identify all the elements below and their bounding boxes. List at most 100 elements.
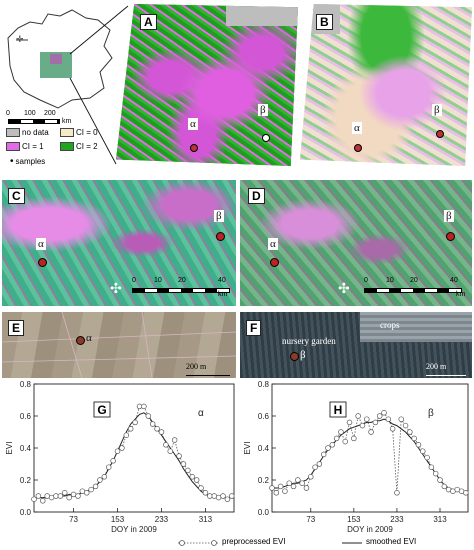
data-point-preprocessed bbox=[92, 483, 99, 490]
panel-label-c: C bbox=[8, 188, 25, 204]
scale-bar-d: 0 10 20 40 km bbox=[364, 277, 466, 298]
y-tick-label: 0.6 bbox=[20, 412, 32, 421]
x-axis-label: DOY in 2009 bbox=[347, 525, 393, 534]
data-point-preprocessed bbox=[316, 461, 323, 467]
panel-label-h: H bbox=[334, 403, 343, 417]
sample-point-alpha-c bbox=[38, 258, 47, 267]
y-tick-label: 0.0 bbox=[20, 508, 32, 517]
data-point-preprocessed bbox=[312, 464, 318, 470]
alpha-label-b: α bbox=[352, 122, 362, 134]
field-boundaries bbox=[2, 312, 236, 378]
data-point-preprocessed bbox=[333, 435, 340, 442]
panel-label-e: E bbox=[8, 320, 25, 336]
data-point-preprocessed bbox=[132, 419, 138, 426]
data-point-preprocessed bbox=[282, 488, 288, 494]
crops-label: crops bbox=[380, 320, 400, 330]
data-point-preprocessed bbox=[415, 442, 422, 448]
data-point-preprocessed bbox=[463, 490, 469, 496]
data-point-preprocessed bbox=[295, 477, 301, 483]
data-point-preprocessed bbox=[57, 493, 64, 499]
data-point-preprocessed bbox=[167, 448, 174, 454]
panel-label-box bbox=[93, 401, 111, 418]
plot-frame bbox=[271, 383, 469, 513]
data-point-preprocessed bbox=[202, 490, 209, 496]
data-point-preprocessed bbox=[105, 464, 112, 470]
sample-point-beta-d bbox=[446, 232, 455, 241]
data-point-preprocessed bbox=[329, 442, 336, 448]
y-tick-label: 0.0 bbox=[258, 508, 270, 517]
data-point-preprocessed bbox=[189, 474, 195, 480]
alpha-label-c: α bbox=[36, 238, 46, 250]
data-point-preprocessed bbox=[325, 445, 331, 451]
chart-g: 0.0 0.2 0.4 0.6 0.8 73 153 233 313 DOY in 2009 EVI… bbox=[5, 380, 235, 534]
data-point-preprocessed bbox=[114, 448, 121, 454]
data-point-preprocessed bbox=[145, 413, 152, 419]
x-tick-label: 153 bbox=[111, 515, 125, 524]
data-point-preprocessed bbox=[193, 477, 200, 483]
y-tick-label: 0.4 bbox=[20, 444, 32, 453]
data-point-preprocessed bbox=[381, 410, 387, 416]
y-tick-label: 0.2 bbox=[258, 476, 270, 485]
legend-smoothed-label: smoothed EVI bbox=[366, 537, 417, 546]
zoom-connector-lines bbox=[69, 5, 129, 165]
scale-bar-e: 200 m bbox=[186, 356, 234, 376]
data-point-preprocessed bbox=[290, 483, 297, 490]
panel-label-b: B bbox=[316, 14, 333, 30]
data-point-preprocessed bbox=[368, 429, 374, 435]
nursery-label: nursery garden bbox=[282, 336, 336, 346]
data-point-preprocessed bbox=[338, 429, 344, 435]
beta-label-c: β bbox=[214, 210, 224, 222]
evi-charts: 0.0 0.2 0.4 0.6 0.8 73 153 233 313 DOY in 2009 EVI… bbox=[5, 380, 469, 534]
panel-label-f: F bbox=[246, 320, 262, 336]
data-point-preprocessed bbox=[224, 496, 231, 502]
data-point-preprocessed bbox=[394, 490, 400, 496]
panel-label-a: A bbox=[140, 14, 157, 30]
sample-point-beta-b bbox=[436, 130, 444, 138]
data-point-preprocessed bbox=[308, 474, 314, 480]
data-point-preprocessed bbox=[269, 485, 275, 491]
y-axis-label: EVI bbox=[5, 442, 14, 455]
x-tick-label: 153 bbox=[347, 515, 361, 524]
data-point-preprocessed bbox=[428, 464, 435, 470]
data-point-preprocessed bbox=[437, 477, 443, 483]
beta-label-f: β bbox=[300, 349, 306, 361]
data-point-preprocessed bbox=[83, 490, 90, 496]
data-point-preprocessed bbox=[31, 496, 37, 502]
x-tick-label: 233 bbox=[155, 515, 169, 524]
legend-ci-2: CI = 2 bbox=[60, 142, 98, 151]
sample-point-alpha-e bbox=[76, 336, 85, 345]
compass-icon: ✣ bbox=[110, 280, 122, 296]
data-point-preprocessed bbox=[123, 432, 130, 438]
data-point-preprocessed bbox=[402, 422, 409, 429]
data-point-preprocessed bbox=[286, 480, 292, 486]
north-arrow-icon: ✛ bbox=[16, 34, 24, 44]
compass-icon-d: ✣ bbox=[338, 280, 350, 296]
data-point-preprocessed bbox=[127, 426, 134, 432]
panel-label-g: G bbox=[97, 403, 106, 417]
data-point-preprocessed bbox=[229, 493, 235, 499]
sample-point-beta-f bbox=[290, 352, 299, 361]
data-point-preprocessed bbox=[398, 416, 404, 422]
data-point-preprocessed bbox=[351, 435, 357, 442]
panel-label-d: D bbox=[248, 188, 265, 204]
x-axis-label: DOY in 2009 bbox=[111, 525, 157, 534]
legend-samples: • samples bbox=[10, 156, 46, 167]
beta-label-b: β bbox=[432, 104, 442, 116]
data-point-preprocessed bbox=[154, 426, 160, 432]
chart-legend: preprocessed EVI smoothed EVI bbox=[176, 537, 466, 549]
sample-point-alpha-d bbox=[270, 258, 279, 267]
data-point-preprocessed bbox=[372, 419, 379, 426]
data-point-preprocessed bbox=[355, 413, 361, 419]
panel-f-aerial: F crops nursery garden β 200 m bbox=[240, 312, 472, 378]
data-point-preprocessed bbox=[359, 422, 366, 429]
x-tick-label: 233 bbox=[390, 515, 404, 524]
y-tick-label: 0.8 bbox=[20, 380, 32, 389]
data-point-preprocessed bbox=[299, 480, 305, 486]
y-tick-label: 0.4 bbox=[258, 444, 270, 453]
data-point-preprocessed bbox=[273, 490, 280, 496]
data-point-preprocessed bbox=[420, 448, 426, 454]
data-point-preprocessed bbox=[424, 454, 430, 461]
alpha-label-d: α bbox=[268, 238, 278, 250]
data-point-preprocessed bbox=[198, 485, 204, 491]
data-point-preprocessed bbox=[385, 416, 392, 422]
